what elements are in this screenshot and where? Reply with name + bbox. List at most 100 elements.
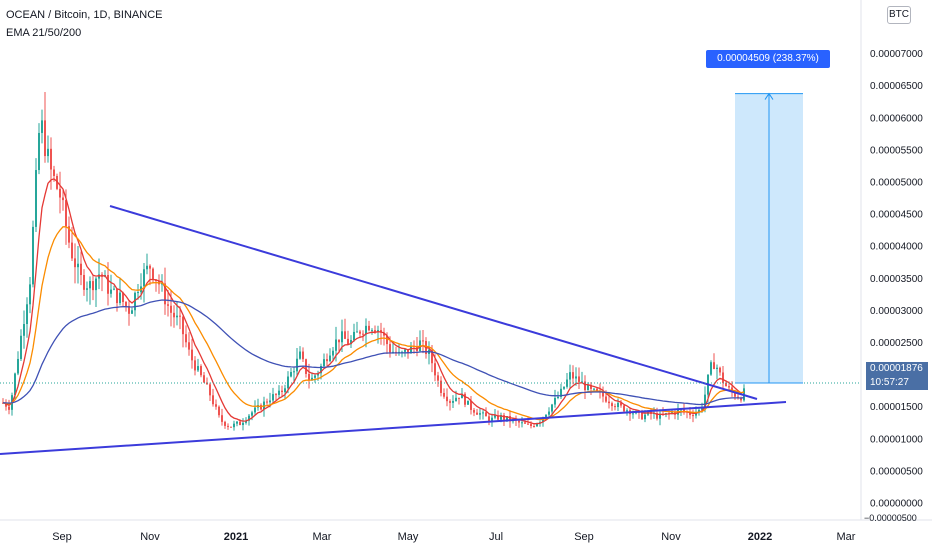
x-tick-label: May: [398, 531, 419, 543]
candle-body: [23, 324, 25, 336]
candle-body: [587, 384, 589, 391]
candle-body: [554, 397, 556, 405]
x-tick-label: Sep: [574, 531, 594, 543]
candle-body: [455, 397, 457, 402]
candle-body: [725, 382, 727, 387]
candle-body: [284, 388, 286, 392]
candle-body: [614, 406, 616, 408]
candle-body: [710, 362, 712, 375]
currency-badge[interactable]: BTC: [887, 6, 911, 24]
candle-body: [362, 333, 364, 335]
candle-body: [560, 388, 562, 397]
candle-body: [518, 420, 520, 423]
candle-body: [281, 390, 283, 392]
candle-body: [77, 263, 79, 268]
candle-body: [626, 410, 628, 412]
candle-body: [656, 413, 658, 419]
candle-body: [488, 416, 490, 422]
measure-label: 0.00004509 (238.37%) 4509: [706, 50, 830, 82]
candle-body: [80, 263, 82, 276]
candle-body: [740, 398, 742, 401]
candle-body: [215, 404, 217, 407]
candle-body: [47, 148, 49, 157]
candle-body: [242, 422, 244, 426]
candle-body: [26, 304, 28, 325]
candle-body: [458, 397, 460, 399]
candle-body: [434, 363, 436, 376]
candle-body: [137, 292, 139, 294]
candle-body: [185, 334, 187, 343]
candle-body: [125, 302, 127, 306]
candle-body: [53, 169, 55, 176]
candle-body: [524, 422, 526, 424]
ema-legend[interactable]: EMA 21/50/200: [6, 27, 82, 39]
candle-body: [449, 401, 451, 403]
candle-body: [290, 372, 292, 377]
candle-body: [536, 423, 538, 427]
candle-body: [218, 406, 220, 416]
candle-body: [530, 424, 532, 427]
x-tick-label: Jul: [489, 531, 503, 543]
x-tick-label: Nov: [140, 531, 160, 543]
candle-body: [35, 170, 37, 227]
candle-body: [350, 340, 352, 345]
candle-body: [17, 358, 19, 374]
candle-body: [569, 372, 571, 380]
candle-body: [611, 403, 613, 407]
x-tick-label: 2021: [224, 531, 248, 543]
candle-body: [254, 407, 256, 413]
candle-body: [302, 351, 304, 360]
candle-body: [410, 345, 412, 354]
candle-body: [509, 416, 511, 422]
candle-body: [83, 275, 85, 290]
candle-body: [278, 390, 280, 395]
y-tick-label: 0.00004500: [870, 210, 923, 221]
candle-body: [311, 377, 313, 381]
y-tick-label: 0.00005000: [870, 178, 923, 189]
candle-body: [728, 386, 730, 388]
candle-body: [467, 400, 469, 405]
candle-body: [698, 409, 700, 413]
candle-body: [194, 360, 196, 371]
candle-body: [719, 367, 721, 373]
candle-body: [5, 402, 7, 407]
candle-body: [497, 415, 499, 420]
candle-body: [461, 393, 463, 399]
y-tick-label: 0.00002500: [870, 338, 923, 349]
candle-body: [107, 274, 109, 294]
candle-body: [359, 331, 361, 334]
candle-body: [74, 258, 76, 268]
candle-body: [293, 371, 295, 373]
symbol-title[interactable]: OCEAN / Bitcoin, 1D, BINANCE: [6, 9, 163, 21]
candle-body: [596, 388, 598, 391]
candle-body: [404, 349, 406, 352]
price-axis[interactable]: 0.00000000 0.00000500 0.00001000 0.00001500…: [864, 49, 923, 523]
candle-body: [521, 422, 523, 424]
candle-body: [605, 396, 607, 402]
candle-body: [68, 226, 70, 243]
bar-countdown: 10:57:27: [870, 377, 909, 388]
candle-body: [89, 281, 91, 289]
candle-body: [251, 412, 253, 416]
candle-body: [20, 335, 22, 359]
candle-body: [479, 413, 481, 415]
candle-body: [575, 376, 577, 379]
candle-body: [92, 281, 94, 291]
candle-body: [590, 384, 592, 389]
candle-body: [734, 392, 736, 397]
candle-body: [602, 391, 604, 397]
candle-body: [689, 412, 691, 416]
time-axis[interactable]: Sep Nov 2021 Mar May Jul Sep Nov 2022 Mar: [52, 531, 856, 543]
candle-body: [110, 289, 112, 294]
current-price: 0.00001876: [870, 363, 923, 374]
y-tick-label: 0.00003500: [870, 274, 923, 285]
candle-body: [116, 288, 118, 304]
candle-body: [62, 197, 64, 201]
candle-body: [464, 393, 466, 405]
measure-arrow-head: [764, 92, 774, 100]
candle-body: [65, 200, 67, 227]
candle-body: [716, 367, 718, 369]
candle-body: [161, 283, 163, 285]
candle-body: [422, 340, 424, 342]
